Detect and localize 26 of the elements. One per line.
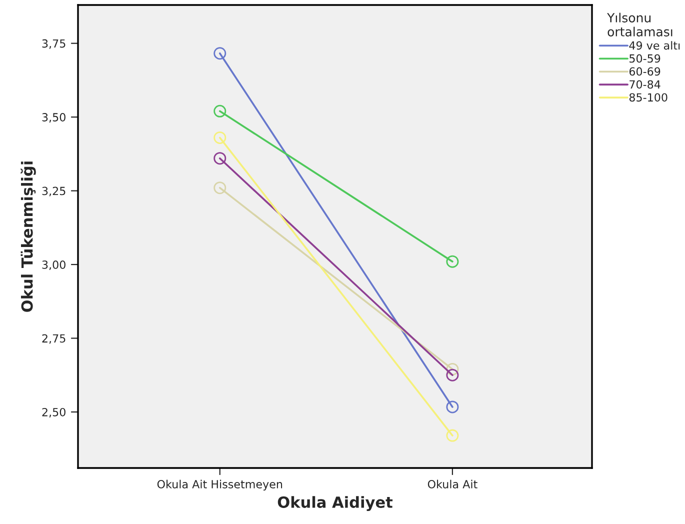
legend-label: 60-69 xyxy=(629,67,660,76)
y-tick-label: 3,50 xyxy=(42,113,66,123)
legend-label: 50-59 xyxy=(630,54,660,63)
legend-label: 70-84 xyxy=(630,80,660,89)
x-axis-title: Okula Aidiyet xyxy=(278,496,393,512)
y-tick-label: 2,75 xyxy=(42,334,66,344)
point xyxy=(446,400,459,414)
point xyxy=(446,362,459,376)
point xyxy=(446,429,459,442)
legend-label: 49 ve altı xyxy=(629,41,680,50)
y-tick-label: 3,25 xyxy=(42,186,66,196)
point xyxy=(214,47,226,60)
point xyxy=(446,255,459,268)
x-tick-label: Okula Ait xyxy=(428,480,478,488)
point xyxy=(214,182,226,194)
point xyxy=(214,131,226,144)
legend-title: Yılsonu ortalaması xyxy=(607,12,672,36)
point xyxy=(214,152,226,165)
y-axis-title: Okul Tükenmişliği xyxy=(20,162,36,312)
x-tick-label: Okula Ait Hissetmeyen xyxy=(157,480,282,491)
y-tick-label: 3,00 xyxy=(42,260,66,270)
legend-label: 85-100 xyxy=(629,93,668,102)
point xyxy=(446,368,459,382)
point xyxy=(214,104,226,118)
y-tick-label: 2,50 xyxy=(42,408,66,418)
y-tick-label: 3,75 xyxy=(42,39,66,49)
